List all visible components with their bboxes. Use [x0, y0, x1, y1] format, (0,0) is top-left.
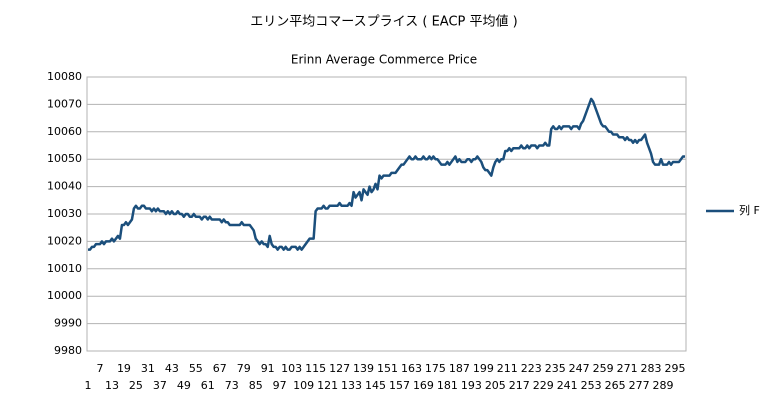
x-tick-label: 235: [545, 362, 566, 375]
x-tick-label: 241: [557, 379, 578, 392]
x-tick-label: 187: [449, 362, 470, 375]
x-tick-label: 175: [425, 362, 446, 375]
x-tick-label: 109: [293, 379, 314, 392]
chart-title: エリン平均コマースプライス ( EACP 平均値 ): [250, 14, 517, 30]
x-tick-label: 79: [237, 362, 251, 375]
y-tick-label: 10040: [47, 180, 82, 193]
x-tick-label: 31: [141, 362, 155, 375]
x-tick-label: 229: [533, 379, 554, 392]
x-tick-label: 43: [165, 362, 179, 375]
y-tick-label: 10010: [47, 262, 82, 275]
x-tick-label: 265: [605, 379, 626, 392]
x-tick-label: 1: [84, 379, 91, 392]
x-tick-label: 169: [413, 379, 434, 392]
x-tick-label: 91: [261, 362, 275, 375]
y-tick-label: 10080: [47, 70, 82, 83]
x-tick-label: 157: [389, 379, 410, 392]
x-tick-label: 73: [225, 379, 239, 392]
x-tick-label: 247: [569, 362, 590, 375]
y-tick-label: 9990: [54, 317, 82, 330]
x-tick-label: 115: [305, 362, 326, 375]
y-tick-label: 10060: [47, 125, 82, 138]
x-tick-label: 7: [96, 362, 103, 375]
y-tick-label: 10020: [47, 234, 82, 247]
legend-label: 列 F: [739, 203, 760, 217]
x-tick-label: 67: [213, 362, 227, 375]
x-tick-label: 49: [177, 379, 191, 392]
x-tick-label: 271: [617, 362, 638, 375]
x-tick-label: 61: [201, 379, 215, 392]
x-tick-label: 151: [377, 362, 398, 375]
x-tick-label: 205: [485, 379, 506, 392]
x-tick-label: 145: [365, 379, 386, 392]
x-tick-label: 259: [593, 362, 614, 375]
x-tick-label: 133: [341, 379, 362, 392]
x-tick-label: 223: [521, 362, 542, 375]
y-tick-label: 9980: [54, 344, 82, 357]
x-tick-label: 121: [317, 379, 338, 392]
x-tick-label: 97: [273, 379, 287, 392]
x-tick-label: 289: [653, 379, 674, 392]
x-tick-label: 19: [117, 362, 131, 375]
x-tick-label: 163: [401, 362, 422, 375]
y-tick-label: 10070: [47, 97, 82, 110]
y-tick-label: 10000: [47, 289, 82, 302]
chart-subtitle: Erinn Average Commerce Price: [291, 53, 477, 67]
x-tick-label: 85: [249, 379, 263, 392]
x-tick-label: 193: [461, 379, 482, 392]
y-tick-label: 10050: [47, 152, 82, 165]
x-tick-label: 13: [105, 379, 119, 392]
x-tick-label: 217: [509, 379, 530, 392]
x-tick-label: 253: [581, 379, 602, 392]
x-tick-label: 103: [281, 362, 302, 375]
x-tick-label: 283: [641, 362, 662, 375]
line: [88, 97, 685, 251]
x-tick-label: 211: [497, 362, 518, 375]
x-tick-label: 55: [189, 362, 203, 375]
y-tick-label: 10030: [47, 207, 82, 220]
x-tick-label: 295: [665, 362, 686, 375]
x-tick-label: 277: [629, 379, 650, 392]
x-tick-label: 25: [129, 379, 143, 392]
x-tick-label: 37: [153, 379, 167, 392]
x-tick-label: 127: [329, 362, 350, 375]
x-tick-label: 199: [473, 362, 494, 375]
plot-border: [86, 76, 687, 352]
x-tick-label: 139: [353, 362, 374, 375]
x-tick-label: 181: [437, 379, 458, 392]
